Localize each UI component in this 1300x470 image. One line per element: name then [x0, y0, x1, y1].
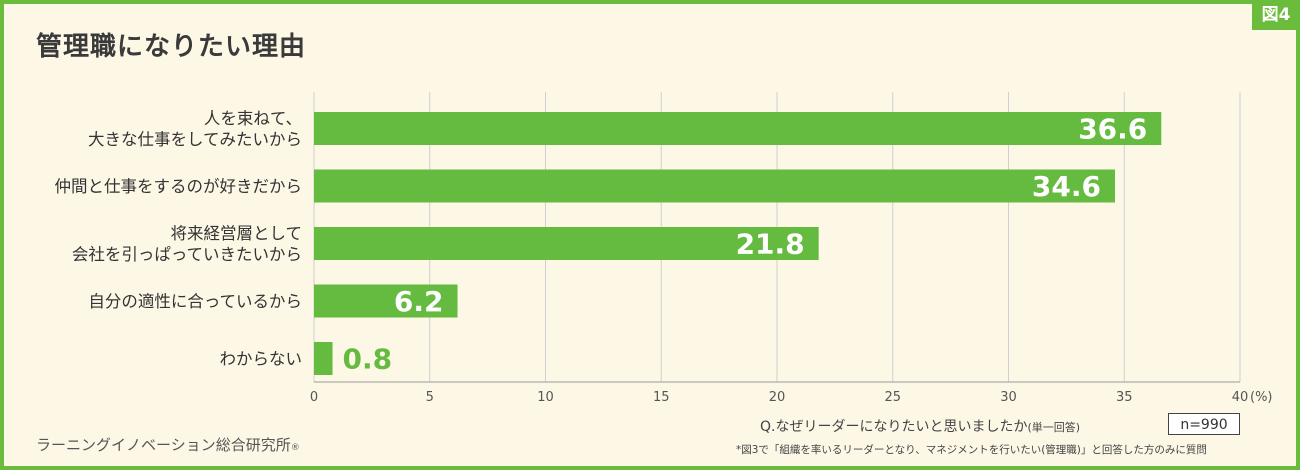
- x-tick-label: 30: [1000, 390, 1017, 405]
- category-label: 自分の適性に合っているから: [88, 292, 302, 311]
- sample-size-box: n=990: [1168, 413, 1240, 435]
- value-label: 21.8: [736, 228, 805, 261]
- x-tick-label: 0: [310, 390, 318, 405]
- category-label: 人を束ねて、: [204, 109, 302, 128]
- value-label: 34.6: [1032, 170, 1101, 203]
- question-note: (単一回答): [1027, 421, 1081, 434]
- x-tick-label: 25: [884, 390, 901, 405]
- x-tick-label: 15: [653, 390, 670, 405]
- chart-title: 管理職になりたい理由: [36, 32, 307, 62]
- category-label: 大きな仕事をしてみたいから: [88, 130, 302, 149]
- category-label: 将来経営層として: [170, 224, 302, 243]
- figure-tag: 図4: [1252, 0, 1300, 30]
- bar: [314, 169, 1115, 203]
- x-tick-label: 5: [426, 390, 434, 405]
- x-tick-label: 35: [1116, 390, 1133, 405]
- category-label: わからない: [220, 350, 303, 369]
- value-label: 0.8: [343, 343, 393, 376]
- bar: [314, 284, 458, 318]
- x-unit-label: (%): [1250, 390, 1273, 405]
- question-text: Q.なぜリーダーになりたいと思いましたか: [760, 419, 1028, 435]
- value-label: 36.6: [1078, 113, 1147, 146]
- survey-question: Q.なぜリーダーになりたいと思いましたか(単一回答): [760, 416, 1080, 436]
- source-label: ラーニングイノベーション総合研究所®: [36, 434, 300, 455]
- footnote: *図3で「組織を率いるリーダーとなり、マネジメントを行いたい(管理職)」と回答し…: [736, 444, 1207, 456]
- registered-mark: ®: [290, 443, 300, 453]
- source-text: ラーニングイノベーション総合研究所: [36, 436, 291, 454]
- x-tick-label: 10: [537, 390, 554, 405]
- bar: [314, 112, 1162, 145]
- x-tick-label: 20: [769, 390, 786, 405]
- bar: [314, 342, 333, 375]
- category-label: 仲間と仕事をするのが好きだから: [55, 177, 303, 196]
- value-label: 6.2: [394, 285, 444, 318]
- x-tick-label: 40: [1232, 390, 1249, 405]
- bar: [314, 227, 819, 260]
- category-label: 会社を引っぱっていきたいから: [72, 245, 302, 264]
